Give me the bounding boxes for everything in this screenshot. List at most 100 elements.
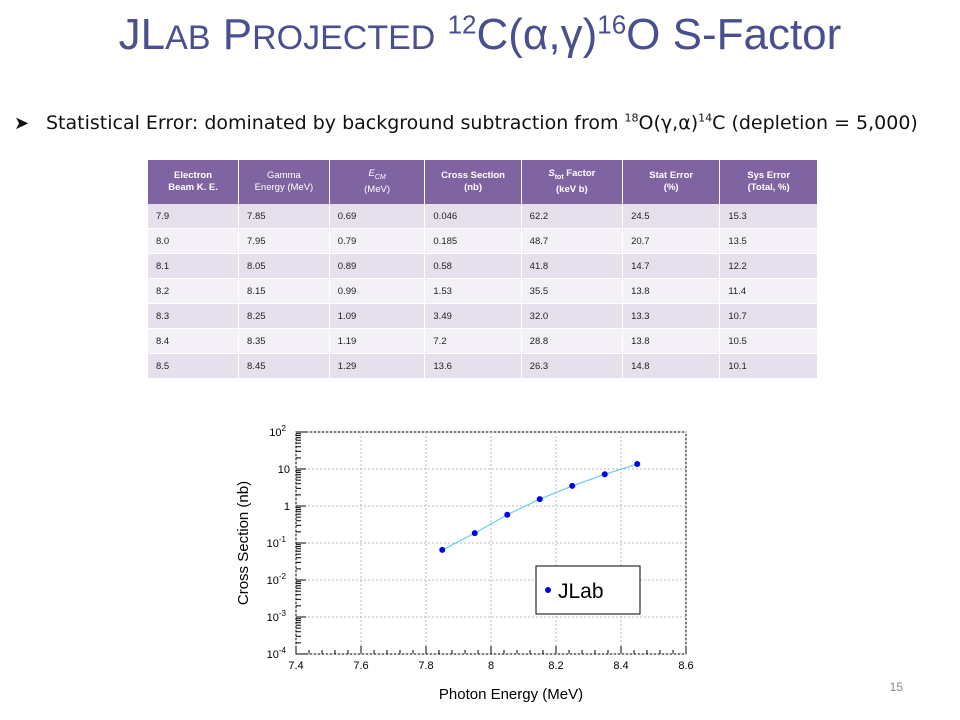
- slide-title: JLAB PROJECTED 12C(α,γ)16O S-Factor: [0, 10, 960, 60]
- y-tick-label: 10: [278, 464, 290, 476]
- table-cell: 0.185: [424, 228, 522, 254]
- table-row: 7.9 7.85 0.69 0.046 62.2 24.5 15.3: [148, 204, 818, 229]
- table-row: 8.3 8.25 1.09 3.49 32.0 13.3 10.7: [148, 303, 818, 329]
- table-row: 8.0 7.95 0.79 0.185 48.7 20.7 13.5: [148, 228, 818, 254]
- bullet-arrow-icon: ➤: [14, 113, 30, 134]
- table-cell: 1.19: [329, 328, 426, 354]
- bullet-superscript: 14: [698, 111, 713, 125]
- bullet-point: ➤ Statistical Error: dominated by backgro…: [14, 108, 944, 139]
- header-text: (MeV): [364, 183, 391, 195]
- table-cell: 32.0: [521, 303, 624, 329]
- x-tick-label: 8: [488, 660, 494, 672]
- table-cell: 7.95: [238, 228, 330, 254]
- table-cell: 13.8: [622, 278, 721, 304]
- title-part: ROJECTED: [252, 19, 436, 57]
- table-cell: 20.7: [622, 228, 721, 254]
- table-cell: 8.35: [238, 328, 330, 354]
- header-cell: Stot Factor (keV b): [521, 160, 624, 204]
- table-cell: 8.4: [148, 328, 240, 354]
- bullet-text: C (depletion = 5,000): [712, 112, 918, 134]
- header-cell: Cross Section (nb): [424, 160, 522, 204]
- table-cell: 8.45: [238, 353, 330, 379]
- table-cell: 8.15: [238, 278, 330, 304]
- table-cell: 8.3: [148, 303, 240, 329]
- table-cell: 10.1: [719, 353, 818, 379]
- table-cell: 41.8: [521, 253, 624, 279]
- table-row: 8.2 8.15 0.99 1.53 35.5 13.8 11.4: [148, 278, 818, 304]
- title-part: [435, 10, 447, 59]
- header-text: Energy (MeV): [254, 182, 314, 193]
- data-point: [634, 461, 641, 468]
- header-text: Electron: [174, 170, 213, 181]
- table-cell: 0.89: [329, 253, 426, 279]
- header-cell: Sys Error (Total, %): [719, 160, 818, 204]
- legend-marker: [545, 587, 551, 593]
- header-text: Stat Error: [649, 170, 694, 181]
- table-cell: 7.2: [424, 328, 522, 354]
- table-cell: 26.3: [521, 353, 624, 379]
- table-row: 8.4 8.35 1.19 7.2 28.8 13.8 10.5: [148, 328, 818, 354]
- y-axis-label: Cross Section (nb): [235, 481, 252, 605]
- header-text: (keV b): [556, 183, 588, 195]
- data-point: [569, 482, 576, 489]
- table-cell: 8.1: [148, 253, 240, 279]
- table-cell: 7.85: [238, 204, 330, 229]
- table-cell: 8.05: [238, 253, 330, 279]
- x-tick-label: 7.6: [353, 660, 368, 672]
- header-text: Cross Section: [441, 170, 505, 181]
- table-header-row: Electron Beam K. E. Gamma Energy (MeV) ECM…: [148, 160, 818, 204]
- table-cell: 0.58: [424, 253, 522, 279]
- table-cell: 12.2: [719, 253, 818, 279]
- data-point: [439, 546, 446, 553]
- y-tick-label: 102: [269, 424, 286, 439]
- table-cell: 14.8: [622, 353, 721, 379]
- header-text: Factor: [563, 168, 596, 180]
- table-cell: 3.49: [424, 303, 522, 329]
- data-table: Electron Beam K. E. Gamma Energy (MeV) ECM…: [148, 160, 818, 379]
- table-cell: 8.5: [148, 353, 240, 379]
- title-superscript: 12: [447, 9, 477, 40]
- page-number: 15: [889, 680, 903, 694]
- table-cell: 10.5: [719, 328, 818, 354]
- table-cell: 7.9: [148, 204, 240, 229]
- header-text: E: [368, 168, 375, 180]
- header-cell: Stat Error (%): [622, 160, 721, 204]
- table-cell: 62.2: [521, 204, 624, 229]
- header-text: (Total, %): [747, 182, 790, 193]
- table-row: 8.1 8.05 0.89 0.58 41.8 14.7 12.2: [148, 253, 818, 279]
- table-cell: 24.5: [622, 204, 721, 229]
- table-cell: 10.7: [719, 303, 818, 329]
- table-cell: 48.7: [521, 228, 624, 254]
- legend-box: [535, 565, 641, 615]
- table-cell: 28.8: [521, 328, 624, 354]
- x-tick-label: 8.6: [678, 660, 693, 672]
- table-cell: 13.6: [424, 353, 522, 379]
- cross-section-chart: 7.4 7.6 7.8 8 8.2 8.4 8.6 10-4 10-3 10-2 10-1 1 10 10…: [235, 424, 694, 702]
- header-text: (%): [663, 182, 679, 193]
- title-part: O S-Factor: [626, 10, 842, 59]
- header-text: Gamma: [267, 170, 301, 181]
- table-cell: 13.5: [719, 228, 818, 254]
- data-point: [504, 511, 511, 518]
- bullet-text: O(γ,α): [638, 112, 699, 134]
- table-cell: 13.3: [622, 303, 721, 329]
- y-tick-label: 10-1: [267, 535, 287, 550]
- data-point: [471, 530, 478, 537]
- header-text: CM: [374, 173, 386, 181]
- header-cell: ECM (MeV): [329, 160, 426, 204]
- table-cell: 8.0: [148, 228, 240, 254]
- title-part: P: [210, 10, 253, 59]
- bullet-text: Statistical Error: dominated by backgrou…: [46, 112, 625, 134]
- title-part: AB: [165, 19, 211, 57]
- table-cell: 15.3: [719, 204, 818, 229]
- table-cell: 1.09: [329, 303, 426, 329]
- table-cell: 0.69: [329, 204, 426, 229]
- x-tick-label: 8.4: [613, 660, 628, 672]
- table-cell: 8.25: [238, 303, 330, 329]
- title-part: JL: [118, 10, 166, 59]
- bullet-superscript: 18: [624, 111, 639, 125]
- data-point: [536, 496, 543, 503]
- y-tick-label: 10-3: [267, 609, 287, 624]
- y-tick-label: 10-2: [267, 572, 287, 587]
- table-cell: 1.29: [329, 353, 426, 379]
